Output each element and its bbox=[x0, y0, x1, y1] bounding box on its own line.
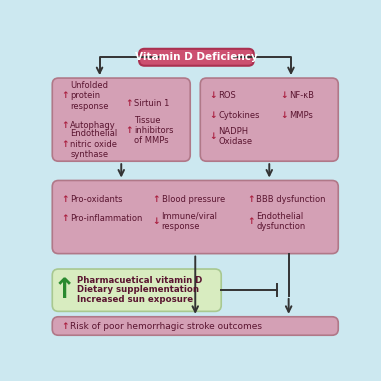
Text: Pro-oxidants: Pro-oxidants bbox=[70, 195, 123, 204]
Text: ↓: ↓ bbox=[209, 91, 216, 100]
FancyBboxPatch shape bbox=[139, 49, 254, 66]
Text: Vitamin D Deficiency: Vitamin D Deficiency bbox=[135, 52, 258, 62]
Text: ↑: ↑ bbox=[61, 91, 69, 100]
Text: MMPs: MMPs bbox=[290, 110, 313, 120]
Text: Pro-inflammation: Pro-inflammation bbox=[70, 215, 142, 224]
Text: Tissue
inhibitors
of MMPs: Tissue inhibitors of MMPs bbox=[134, 115, 174, 145]
Text: ↓: ↓ bbox=[209, 132, 216, 141]
Text: Increased sun exposure: Increased sun exposure bbox=[77, 295, 193, 304]
Text: ↑: ↑ bbox=[61, 215, 69, 224]
Text: BBB dysfunction: BBB dysfunction bbox=[256, 195, 326, 204]
Text: Cytokines: Cytokines bbox=[218, 110, 259, 120]
Text: ↑: ↑ bbox=[61, 195, 69, 204]
FancyBboxPatch shape bbox=[200, 78, 338, 161]
Text: ↑: ↑ bbox=[125, 99, 133, 108]
Text: Endothelial
dysfunction: Endothelial dysfunction bbox=[256, 211, 305, 231]
Text: ↑: ↑ bbox=[53, 276, 76, 304]
Text: ↓: ↓ bbox=[152, 217, 160, 226]
Text: Dietary supplementation: Dietary supplementation bbox=[77, 285, 199, 294]
Text: ↑: ↑ bbox=[61, 120, 69, 130]
Text: ↑: ↑ bbox=[152, 195, 160, 204]
Text: Pharmacuetical vitamin D: Pharmacuetical vitamin D bbox=[77, 276, 202, 285]
Text: Risk of poor hemorrhagic stroke outcomes: Risk of poor hemorrhagic stroke outcomes bbox=[70, 322, 262, 330]
Text: Endothelial
nitric oxide
synthase: Endothelial nitric oxide synthase bbox=[70, 130, 117, 159]
Text: ↓: ↓ bbox=[280, 110, 288, 120]
FancyBboxPatch shape bbox=[52, 317, 338, 335]
Text: Unfolded
protein
response: Unfolded protein response bbox=[70, 81, 109, 110]
Text: ↓: ↓ bbox=[209, 110, 216, 120]
Text: ↑: ↑ bbox=[247, 217, 255, 226]
Text: Autophagy: Autophagy bbox=[70, 120, 116, 130]
Text: Sirtuin 1: Sirtuin 1 bbox=[134, 99, 170, 108]
Text: NADPH
Oxidase: NADPH Oxidase bbox=[218, 127, 252, 146]
Text: ↑: ↑ bbox=[61, 140, 69, 149]
FancyBboxPatch shape bbox=[52, 78, 190, 161]
FancyBboxPatch shape bbox=[52, 181, 338, 254]
Text: ↑: ↑ bbox=[247, 195, 255, 204]
Text: Blood pressure: Blood pressure bbox=[162, 195, 225, 204]
FancyBboxPatch shape bbox=[52, 269, 221, 311]
Text: Immune/viral
response: Immune/viral response bbox=[162, 211, 218, 231]
Text: ROS: ROS bbox=[218, 91, 236, 100]
Text: ↓: ↓ bbox=[280, 91, 288, 100]
Text: NF-κB: NF-κB bbox=[290, 91, 314, 100]
Text: ↑: ↑ bbox=[61, 322, 69, 330]
Text: ↑: ↑ bbox=[125, 126, 133, 135]
